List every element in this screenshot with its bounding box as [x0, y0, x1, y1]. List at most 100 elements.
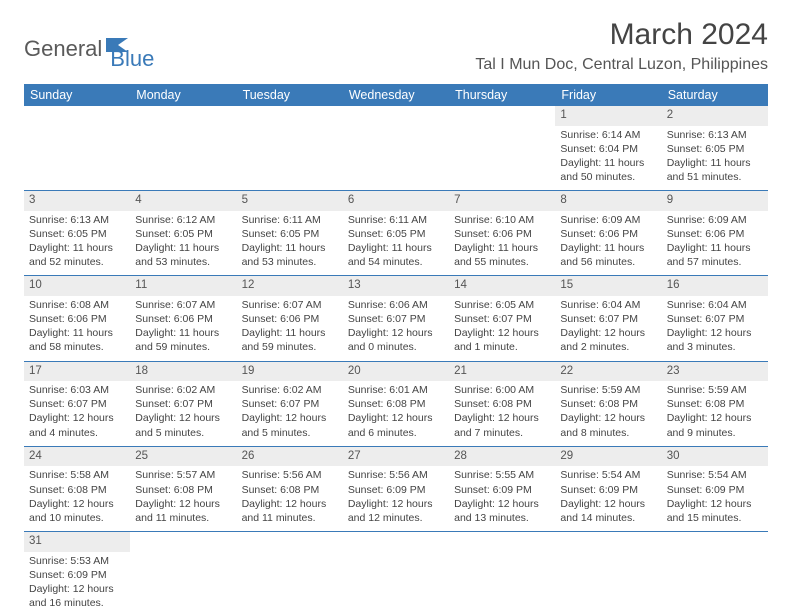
sunrise-text: Sunrise: 6:09 AM: [560, 213, 656, 227]
day-number: 12: [237, 276, 343, 296]
daylight-text: Daylight: 12 hours: [560, 497, 656, 511]
daylight-text: Daylight: 11 hours: [29, 241, 125, 255]
calendar-cell: 19Sunrise: 6:02 AMSunset: 6:07 PMDayligh…: [237, 361, 343, 446]
calendar-cell: [449, 106, 555, 191]
sunset-text: Sunset: 6:05 PM: [29, 227, 125, 241]
day-number: 17: [24, 362, 130, 382]
day-number: 31: [24, 532, 130, 552]
calendar-cell: 25Sunrise: 5:57 AMSunset: 6:08 PMDayligh…: [130, 446, 236, 531]
sunrise-text: Sunrise: 6:02 AM: [242, 383, 338, 397]
day-number: 11: [130, 276, 236, 296]
sunset-text: Sunset: 6:06 PM: [560, 227, 656, 241]
day-number: 2: [662, 106, 768, 126]
sunrise-text: Sunrise: 6:03 AM: [29, 383, 125, 397]
daylight-text: and 59 minutes.: [135, 340, 231, 354]
calendar-cell: 6Sunrise: 6:11 AMSunset: 6:05 PMDaylight…: [343, 191, 449, 276]
daylight-text: Daylight: 11 hours: [454, 241, 550, 255]
sunrise-text: Sunrise: 6:09 AM: [667, 213, 763, 227]
daylight-text: and 57 minutes.: [667, 255, 763, 269]
daylight-text: and 11 minutes.: [242, 511, 338, 525]
calendar-cell: [343, 532, 449, 616]
location: Tal I Mun Doc, Central Luzon, Philippine…: [475, 56, 768, 74]
logo-text-general: General: [24, 36, 102, 62]
sunset-text: Sunset: 6:06 PM: [29, 312, 125, 326]
weekday-header: Sunday: [24, 84, 130, 106]
sunrise-text: Sunrise: 6:11 AM: [242, 213, 338, 227]
calendar-cell: 9Sunrise: 6:09 AMSunset: 6:06 PMDaylight…: [662, 191, 768, 276]
daylight-text: and 8 minutes.: [560, 426, 656, 440]
daylight-text: Daylight: 12 hours: [242, 497, 338, 511]
daylight-text: and 15 minutes.: [667, 511, 763, 525]
sunset-text: Sunset: 6:07 PM: [560, 312, 656, 326]
sunrise-text: Sunrise: 6:07 AM: [135, 298, 231, 312]
weekday-header: Tuesday: [237, 84, 343, 106]
daylight-text: Daylight: 12 hours: [560, 411, 656, 425]
calendar-row: 10Sunrise: 6:08 AMSunset: 6:06 PMDayligh…: [24, 276, 768, 361]
day-number: 20: [343, 362, 449, 382]
day-number: 28: [449, 447, 555, 467]
sunrise-text: Sunrise: 5:55 AM: [454, 468, 550, 482]
daylight-text: and 50 minutes.: [560, 170, 656, 184]
daylight-text: and 1 minute.: [454, 340, 550, 354]
sunrise-text: Sunrise: 6:14 AM: [560, 128, 656, 142]
weekday-header-row: Sunday Monday Tuesday Wednesday Thursday…: [24, 84, 768, 106]
sunrise-text: Sunrise: 5:54 AM: [667, 468, 763, 482]
sunrise-text: Sunrise: 6:01 AM: [348, 383, 444, 397]
calendar-cell: 16Sunrise: 6:04 AMSunset: 6:07 PMDayligh…: [662, 276, 768, 361]
weekday-header: Friday: [555, 84, 661, 106]
day-number: 25: [130, 447, 236, 467]
calendar-cell: 1Sunrise: 6:14 AMSunset: 6:04 PMDaylight…: [555, 106, 661, 191]
sunset-text: Sunset: 6:08 PM: [667, 397, 763, 411]
sunrise-text: Sunrise: 5:53 AM: [29, 554, 125, 568]
calendar-cell: 28Sunrise: 5:55 AMSunset: 6:09 PMDayligh…: [449, 446, 555, 531]
daylight-text: and 14 minutes.: [560, 511, 656, 525]
calendar-cell: 12Sunrise: 6:07 AMSunset: 6:06 PMDayligh…: [237, 276, 343, 361]
daylight-text: Daylight: 11 hours: [135, 241, 231, 255]
day-number: 24: [24, 447, 130, 467]
sunrise-text: Sunrise: 6:13 AM: [667, 128, 763, 142]
day-number: 10: [24, 276, 130, 296]
calendar-body: 1Sunrise: 6:14 AMSunset: 6:04 PMDaylight…: [24, 106, 768, 616]
calendar-cell: 13Sunrise: 6:06 AMSunset: 6:07 PMDayligh…: [343, 276, 449, 361]
day-number: 5: [237, 191, 343, 211]
day-number: 6: [343, 191, 449, 211]
sunset-text: Sunset: 6:05 PM: [348, 227, 444, 241]
calendar-cell: 2Sunrise: 6:13 AMSunset: 6:05 PMDaylight…: [662, 106, 768, 191]
daylight-text: and 2 minutes.: [560, 340, 656, 354]
daylight-text: Daylight: 11 hours: [560, 241, 656, 255]
daylight-text: Daylight: 12 hours: [135, 411, 231, 425]
calendar-cell: [24, 106, 130, 191]
day-number: 19: [237, 362, 343, 382]
sunset-text: Sunset: 6:09 PM: [29, 568, 125, 582]
sunrise-text: Sunrise: 6:07 AM: [242, 298, 338, 312]
sunrise-text: Sunrise: 6:04 AM: [667, 298, 763, 312]
sunrise-text: Sunrise: 6:10 AM: [454, 213, 550, 227]
sunrise-text: Sunrise: 6:11 AM: [348, 213, 444, 227]
sunset-text: Sunset: 6:04 PM: [560, 142, 656, 156]
day-number: 23: [662, 362, 768, 382]
daylight-text: Daylight: 12 hours: [348, 497, 444, 511]
weekday-header: Monday: [130, 84, 236, 106]
daylight-text: Daylight: 11 hours: [242, 241, 338, 255]
sunset-text: Sunset: 6:07 PM: [135, 397, 231, 411]
daylight-text: Daylight: 11 hours: [135, 326, 231, 340]
sunset-text: Sunset: 6:08 PM: [454, 397, 550, 411]
sunset-text: Sunset: 6:07 PM: [348, 312, 444, 326]
sunset-text: Sunset: 6:07 PM: [454, 312, 550, 326]
calendar-cell: [343, 106, 449, 191]
sunrise-text: Sunrise: 6:04 AM: [560, 298, 656, 312]
daylight-text: Daylight: 12 hours: [454, 326, 550, 340]
calendar-cell: 5Sunrise: 6:11 AMSunset: 6:05 PMDaylight…: [237, 191, 343, 276]
calendar-cell: 14Sunrise: 6:05 AMSunset: 6:07 PMDayligh…: [449, 276, 555, 361]
sunrise-text: Sunrise: 5:54 AM: [560, 468, 656, 482]
sunset-text: Sunset: 6:06 PM: [135, 312, 231, 326]
day-number: 8: [555, 191, 661, 211]
calendar-row: 17Sunrise: 6:03 AMSunset: 6:07 PMDayligh…: [24, 361, 768, 446]
daylight-text: Daylight: 11 hours: [29, 326, 125, 340]
logo-text-blue: Blue: [110, 46, 154, 72]
month-title: March 2024: [475, 18, 768, 52]
daylight-text: and 7 minutes.: [454, 426, 550, 440]
calendar-cell: 31Sunrise: 5:53 AMSunset: 6:09 PMDayligh…: [24, 532, 130, 616]
daylight-text: and 58 minutes.: [29, 340, 125, 354]
daylight-text: Daylight: 11 hours: [242, 326, 338, 340]
